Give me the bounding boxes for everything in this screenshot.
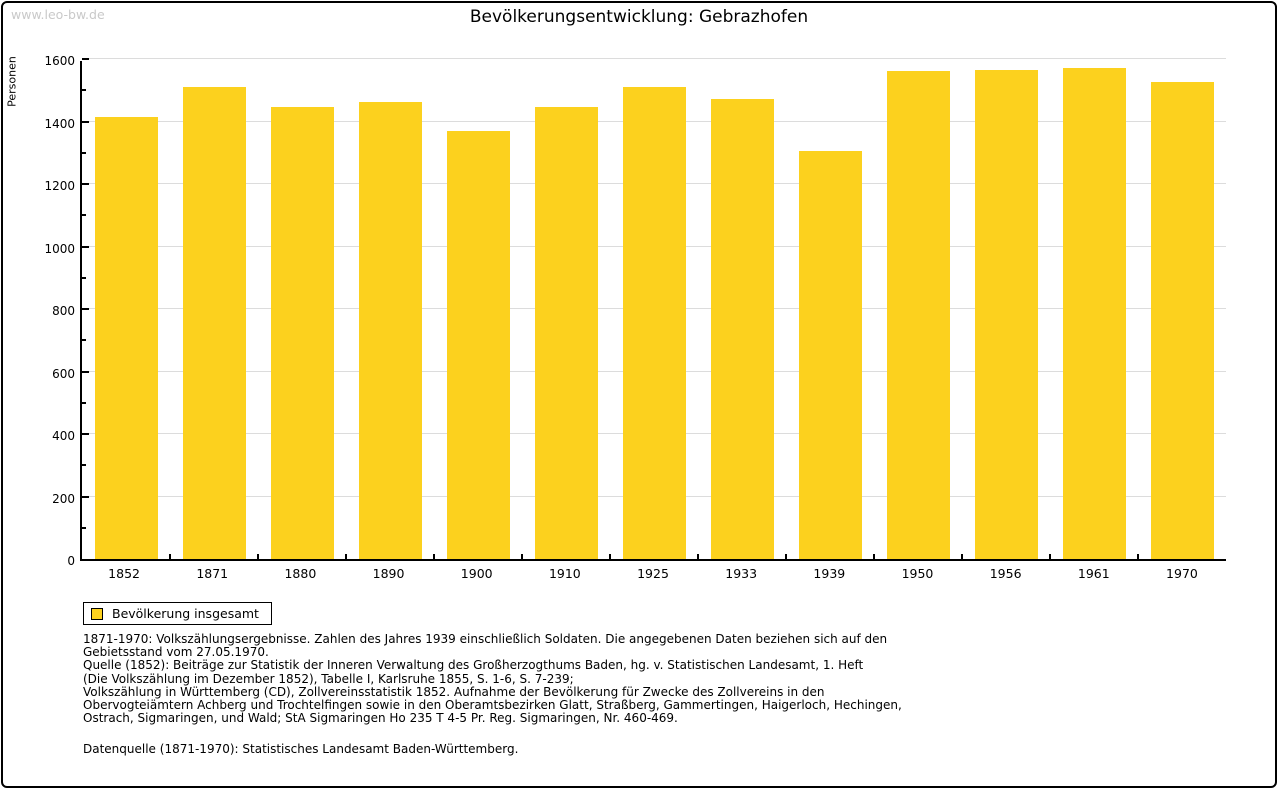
x-axis-tick — [961, 554, 963, 559]
x-tick-label-1950: 1950 — [901, 566, 934, 581]
bar-1910 — [534, 107, 598, 559]
bar-1871 — [182, 87, 246, 559]
bar-slot-1900 — [434, 61, 522, 559]
bar-slot-1950 — [874, 61, 962, 559]
y-tick-label-1200: 1200 — [44, 179, 75, 193]
footnotes-text: 1871-1970: Volkszählungsergebnisse. Zahl… — [83, 632, 902, 726]
x-tick-label-1970: 1970 — [1166, 566, 1198, 581]
bar-1956 — [974, 69, 1038, 559]
x-tick-label-1939: 1939 — [813, 566, 846, 581]
x-axis-tick — [256, 554, 259, 559]
y-major-tick-800 — [82, 308, 89, 310]
x-axis-tick — [872, 554, 875, 559]
y-tick-label-400: 400 — [52, 429, 75, 443]
y-major-tick-200 — [82, 495, 89, 498]
datasource-text: Datenquelle (1871-1970): Statistisches L… — [83, 742, 519, 756]
y-minor-tick-900 — [82, 276, 86, 279]
x-axis-tick — [1137, 554, 1139, 559]
x-tick-label-1933: 1933 — [725, 566, 758, 581]
y-tick-label-200: 200 — [52, 491, 75, 506]
legend-swatch-icon — [91, 607, 103, 620]
bar-slot-1852 — [82, 61, 170, 559]
bar-1925 — [622, 87, 686, 559]
bar-1961 — [1062, 68, 1126, 559]
bar-1939 — [798, 150, 862, 559]
watermark-link[interactable]: www.leo-bw.de — [11, 7, 105, 22]
bar-slot-1961 — [1050, 61, 1138, 559]
bar-1970 — [1150, 82, 1214, 559]
y-major-tick-1000 — [82, 245, 89, 248]
y-minor-tick-700 — [82, 339, 86, 342]
y-minor-tick-300 — [82, 464, 86, 467]
x-axis-tick — [345, 554, 347, 559]
y-minor-tick-500 — [82, 401, 86, 404]
y-major-tick-1400 — [82, 120, 89, 123]
x-tick-labels: 1852 1871 1880 1890 1900 1910 1925 1933 1939 1950… — [80, 566, 1226, 581]
y-axis-label: Personen — [5, 56, 19, 107]
y-tick-label-600: 600 — [52, 366, 75, 381]
x-tick-label-1900: 1900 — [460, 566, 493, 581]
y-major-tick-1200 — [82, 183, 89, 185]
x-tick-label-1910: 1910 — [548, 566, 581, 581]
x-tick-label-1880: 1880 — [284, 566, 317, 581]
chart-title: Bevölkerungsentwicklung: Gebrazhofen — [469, 7, 809, 27]
y-tick-label-1000: 1000 — [44, 241, 75, 256]
x-tick-label-1925: 1925 — [637, 566, 669, 581]
x-tick-label-1852: 1852 — [108, 566, 140, 581]
x-axis-tick — [696, 554, 699, 559]
bar-slot-1871 — [170, 61, 258, 559]
bar-1852 — [94, 116, 158, 559]
gridline-1600 — [82, 58, 1226, 59]
y-minor-tick-1100 — [82, 214, 86, 217]
y-tick-label-1600: 1600 — [44, 54, 75, 68]
plot-area — [80, 58, 1226, 561]
bar-slot-1925 — [610, 61, 698, 559]
x-tick-label-1890: 1890 — [372, 566, 405, 581]
y-major-tick-600 — [82, 370, 89, 373]
x-axis-tick — [1049, 554, 1051, 559]
bar-slot-1956 — [962, 61, 1050, 559]
y-minor-tick-1500 — [82, 89, 86, 92]
x-tick-label-1956: 1956 — [989, 566, 1022, 581]
bar-slot-1970 — [1138, 61, 1226, 559]
x-axis-tick — [168, 554, 171, 559]
x-axis-tick — [521, 554, 523, 559]
x-axis-tick — [784, 554, 787, 559]
bar-slot-1933 — [698, 61, 786, 559]
legend: Bevölkerung insgesamt — [83, 602, 272, 625]
x-tick-label-1961: 1961 — [1077, 566, 1110, 581]
bar-1950 — [886, 71, 950, 559]
y-minor-tick-1300 — [82, 151, 86, 154]
bar-1880 — [270, 106, 334, 559]
bar-slot-1939 — [786, 61, 874, 559]
x-axis-tick — [609, 554, 611, 559]
bar-slot-1880 — [258, 61, 346, 559]
bar-slot-1890 — [346, 61, 434, 559]
y-major-tick-400 — [82, 433, 89, 435]
bar-1933 — [710, 99, 774, 559]
y-minor-tick-100 — [82, 526, 86, 529]
y-tick-label-1400: 1400 — [44, 116, 75, 131]
bar-1890 — [358, 102, 422, 559]
y-major-tick-1600 — [82, 58, 89, 60]
x-axis-tick — [432, 554, 435, 559]
bar-slot-1910 — [522, 61, 610, 559]
x-tick-label-1871: 1871 — [196, 566, 229, 581]
y-tick-label-800: 800 — [52, 304, 75, 318]
legend-label: Bevölkerung insgesamt — [112, 606, 259, 621]
y-tick-label-0: 0 — [67, 554, 75, 568]
bar-1900 — [446, 130, 510, 559]
bar-series — [82, 61, 1226, 559]
